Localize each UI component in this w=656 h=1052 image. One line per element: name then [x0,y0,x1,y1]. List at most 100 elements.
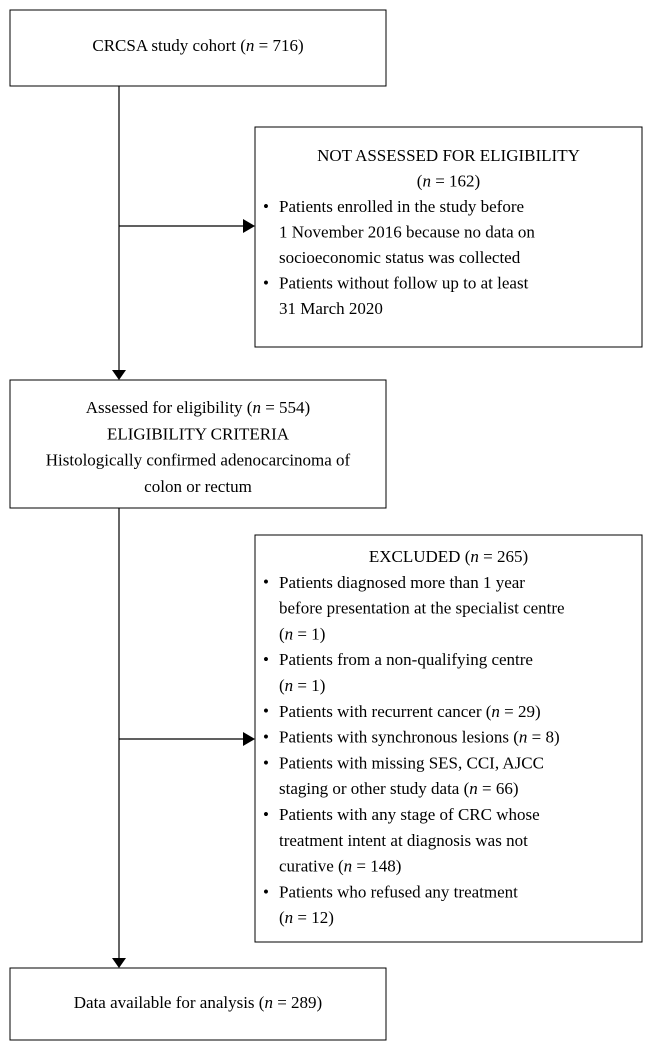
arrowhead [243,219,255,233]
text-line: NOT ASSESSED FOR ELIGIBILITY [317,146,580,165]
text-segment: n [285,624,294,643]
bullet: • [263,702,269,721]
text-line: Patients enrolled in the study before [279,197,524,216]
text-segment: = 1) [293,624,325,643]
text-segment: = 716) [254,36,303,55]
text-segment: before presentation at the specialist ce… [279,599,565,618]
text-segment: ( [417,171,423,190]
bullet: • [263,197,269,216]
box [254,534,643,943]
text-segment: Patients with missing SES, CCI, AJCC [279,753,544,772]
box [9,9,387,87]
text-segment: n [264,993,273,1012]
text-segment: n [285,676,294,695]
text-line: Assessed for eligibility (n = 554) [86,398,310,417]
text-line: staging or other study data (n = 66) [279,779,519,798]
text-segment: Patients with any stage of CRC whose [279,805,540,824]
text-line: (n = 12) [279,908,334,927]
text-line: Patients with missing SES, CCI, AJCC [279,753,544,772]
box [9,967,387,1041]
text-segment: socioeconomic status was collected [279,248,521,267]
text-line: Histologically confirmed adenocarcinoma … [46,451,351,470]
bullet: • [263,650,269,669]
text-segment: curative ( [279,857,344,876]
bullet: • [263,573,269,592]
text-segment: = 162) [431,171,480,190]
box [254,126,643,348]
text-segment: ( [279,908,285,927]
text-segment: n [470,547,479,566]
text-segment: Patients with recurrent cancer ( [279,702,492,721]
text-segment: treatment intent at diagnosis was not [279,831,528,850]
text-segment: Data available for analysis ( [74,993,265,1012]
text-line: socioeconomic status was collected [279,248,521,267]
text-line: CRCSA study cohort (n = 716) [92,36,303,55]
text-line: Patients with synchronous lesions (n = 8… [279,728,560,747]
text-segment: = 289) [273,993,322,1012]
text-line: (n = 1) [279,676,325,695]
text-segment: ELIGIBILITY CRITERIA [107,424,290,443]
text-segment: = 29) [500,702,541,721]
text-segment: CRCSA study cohort ( [92,36,246,55]
text-segment: staging or other study data ( [279,779,470,798]
text-segment: n [246,36,255,55]
text-line: Patients without follow up to at least [279,273,529,292]
text-segment: Assessed for eligibility ( [86,398,253,417]
text-segment: 31 March 2020 [279,299,383,318]
bullet: • [263,805,269,824]
text-line: curative (n = 148) [279,857,401,876]
text-segment: colon or rectum [144,477,252,496]
text-segment: Patients with synchronous lesions ( [279,728,519,747]
arrowhead [243,732,255,746]
text-segment: = 265) [479,547,528,566]
text-segment: Patients who refused any treatment [279,882,518,901]
text-segment: n [491,702,500,721]
text-segment: Patients without follow up to at least [279,273,529,292]
text-segment: n [285,908,294,927]
bullet: • [263,753,269,772]
text-line: 1 November 2016 because no data on [279,222,535,241]
text-segment: n [344,857,353,876]
text-segment: = 66) [478,779,519,798]
text-segment: 1 November 2016 because no data on [279,222,535,241]
text-segment: = 8) [527,728,559,747]
text-line: 31 March 2020 [279,299,383,318]
bullet: • [263,882,269,901]
text-line: (n = 162) [417,171,480,190]
text-segment: ( [279,624,285,643]
text-segment: NOT ASSESSED FOR ELIGIBILITY [317,146,580,165]
text-line: Patients from a non-qualifying centre [279,650,533,669]
text-segment: Histologically confirmed adenocarcinoma … [46,451,351,470]
arrowhead [112,958,126,968]
text-line: EXCLUDED (n = 265) [369,547,528,566]
text-line: Patients with any stage of CRC whose [279,805,540,824]
text-segment: = 554) [261,398,310,417]
text-segment: n [422,171,431,190]
text-line: Patients with recurrent cancer (n = 29) [279,702,541,721]
text-segment: = 148) [352,857,401,876]
bullet: • [263,728,269,747]
text-segment: Patients diagnosed more than 1 year [279,573,525,592]
text-line: Patients who refused any treatment [279,882,518,901]
arrowhead [112,370,126,380]
text-segment: Patients from a non-qualifying centre [279,650,533,669]
text-segment: = 1) [293,676,325,695]
bullet: • [263,273,269,292]
text-segment: ( [279,676,285,695]
text-segment: n [519,728,528,747]
box [9,379,387,509]
text-line: treatment intent at diagnosis was not [279,831,528,850]
text-segment: Patients enrolled in the study before [279,197,524,216]
text-line: (n = 1) [279,624,325,643]
text-line: before presentation at the specialist ce… [279,599,565,618]
text-segment: EXCLUDED ( [369,547,471,566]
text-segment: n [252,398,261,417]
text-segment: = 12) [293,908,334,927]
text-line: colon or rectum [144,477,252,496]
text-line: Patients diagnosed more than 1 year [279,573,525,592]
text-segment: n [469,779,478,798]
text-line: ELIGIBILITY CRITERIA [107,424,290,443]
text-line: Data available for analysis (n = 289) [74,993,322,1012]
